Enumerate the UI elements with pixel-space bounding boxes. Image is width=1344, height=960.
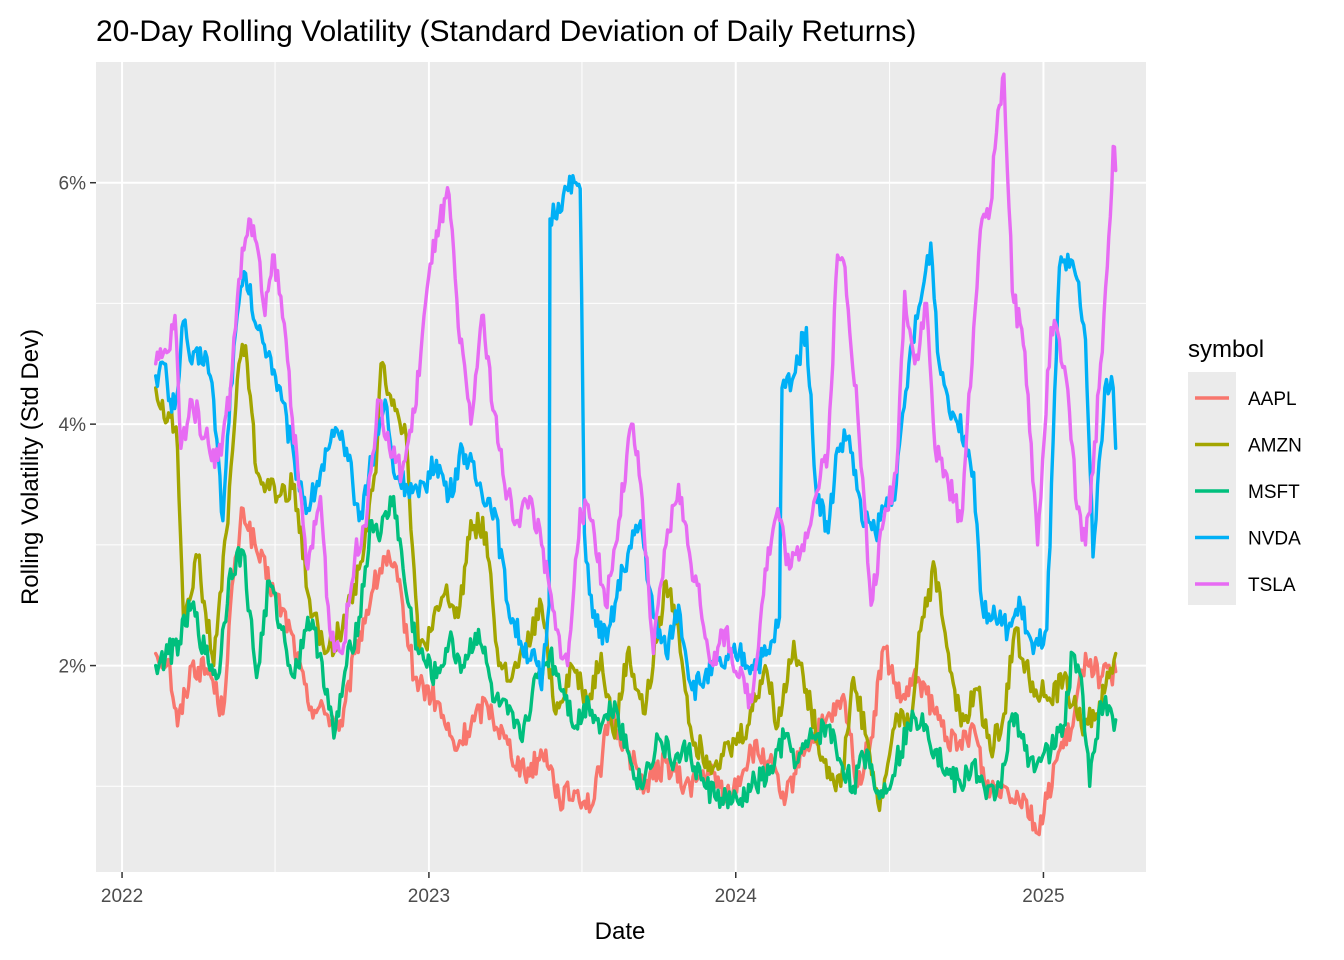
legend-key-background <box>1188 372 1236 605</box>
series-line-msft <box>154 494 1118 810</box>
series-line-tsla <box>154 72 1118 710</box>
legend-label-msft: MSFT <box>1248 482 1300 503</box>
series-line-nvda <box>154 174 1118 702</box>
legend-label-nvda: NVDA <box>1248 529 1301 550</box>
grid-lines <box>96 62 1146 872</box>
y-tick-label: 6% <box>59 174 87 195</box>
legend: symbol AAPL AMZN MSFT NVDA TSLA <box>1188 336 1302 605</box>
x-tick-label: 2024 <box>715 886 758 907</box>
legend-label-tsla: TSLA <box>1248 575 1296 596</box>
y-axis-title: Rolling Volatility (Std Dev) <box>17 329 44 605</box>
chart-title: 20-Day Rolling Volatility (Standard Devi… <box>96 15 916 48</box>
x-tick-label: 2022 <box>101 886 143 907</box>
x-tick-label: 2023 <box>408 886 450 907</box>
y-tick-label: 2% <box>59 657 87 678</box>
x-axis-title: Date <box>595 918 646 945</box>
series-line-amzn <box>154 342 1118 813</box>
legend-label-amzn: AMZN <box>1248 436 1302 457</box>
x-tick-label: 2025 <box>1022 886 1064 907</box>
axes: 2% 4% 6% 2022 2023 2024 2025 <box>59 174 1065 907</box>
series-line-aapl <box>154 506 1118 837</box>
legend-title: symbol <box>1188 336 1264 363</box>
legend-label-aapl: AAPL <box>1248 389 1297 410</box>
series-lines <box>154 72 1118 837</box>
y-tick-label: 4% <box>59 415 87 436</box>
